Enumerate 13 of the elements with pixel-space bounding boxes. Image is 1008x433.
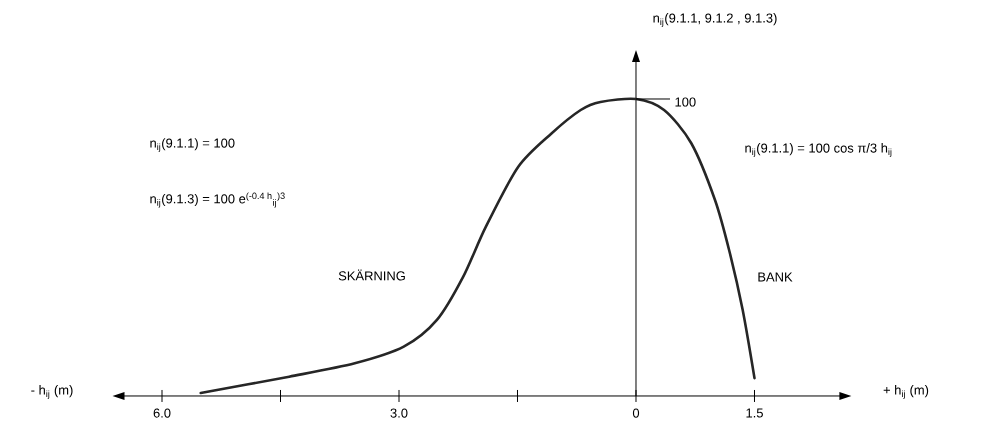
x-tick-label: 0 xyxy=(632,408,640,418)
annotation: 100 xyxy=(675,97,696,107)
annotation: BANK xyxy=(758,272,793,282)
text: n$_{ij}$(9.1.1, 9.1.2 , 9.1.3) xyxy=(653,13,777,27)
annotation: SKÄRNING xyxy=(338,269,405,281)
x-tick-label: 6.0 xyxy=(153,408,171,418)
x-tick-label: 3.0 xyxy=(390,408,408,418)
text: - h$_{ij}$ (m) xyxy=(31,385,73,399)
x-tick-label: 1.5 xyxy=(746,408,763,418)
x-axis-title: + h$_{ij}$ (m) xyxy=(883,385,929,399)
annotation: n$_{ij}$(9.1.3) = 100 e$^{(-0.4 h}$ij)3 xyxy=(150,192,285,208)
annotation: n$_{ij}$(9.1.1) = 100 xyxy=(150,138,235,152)
annotation: n$_{ij}$(9.1.1) = 100 cos π/3 h$_{ij}$ xyxy=(745,143,892,157)
